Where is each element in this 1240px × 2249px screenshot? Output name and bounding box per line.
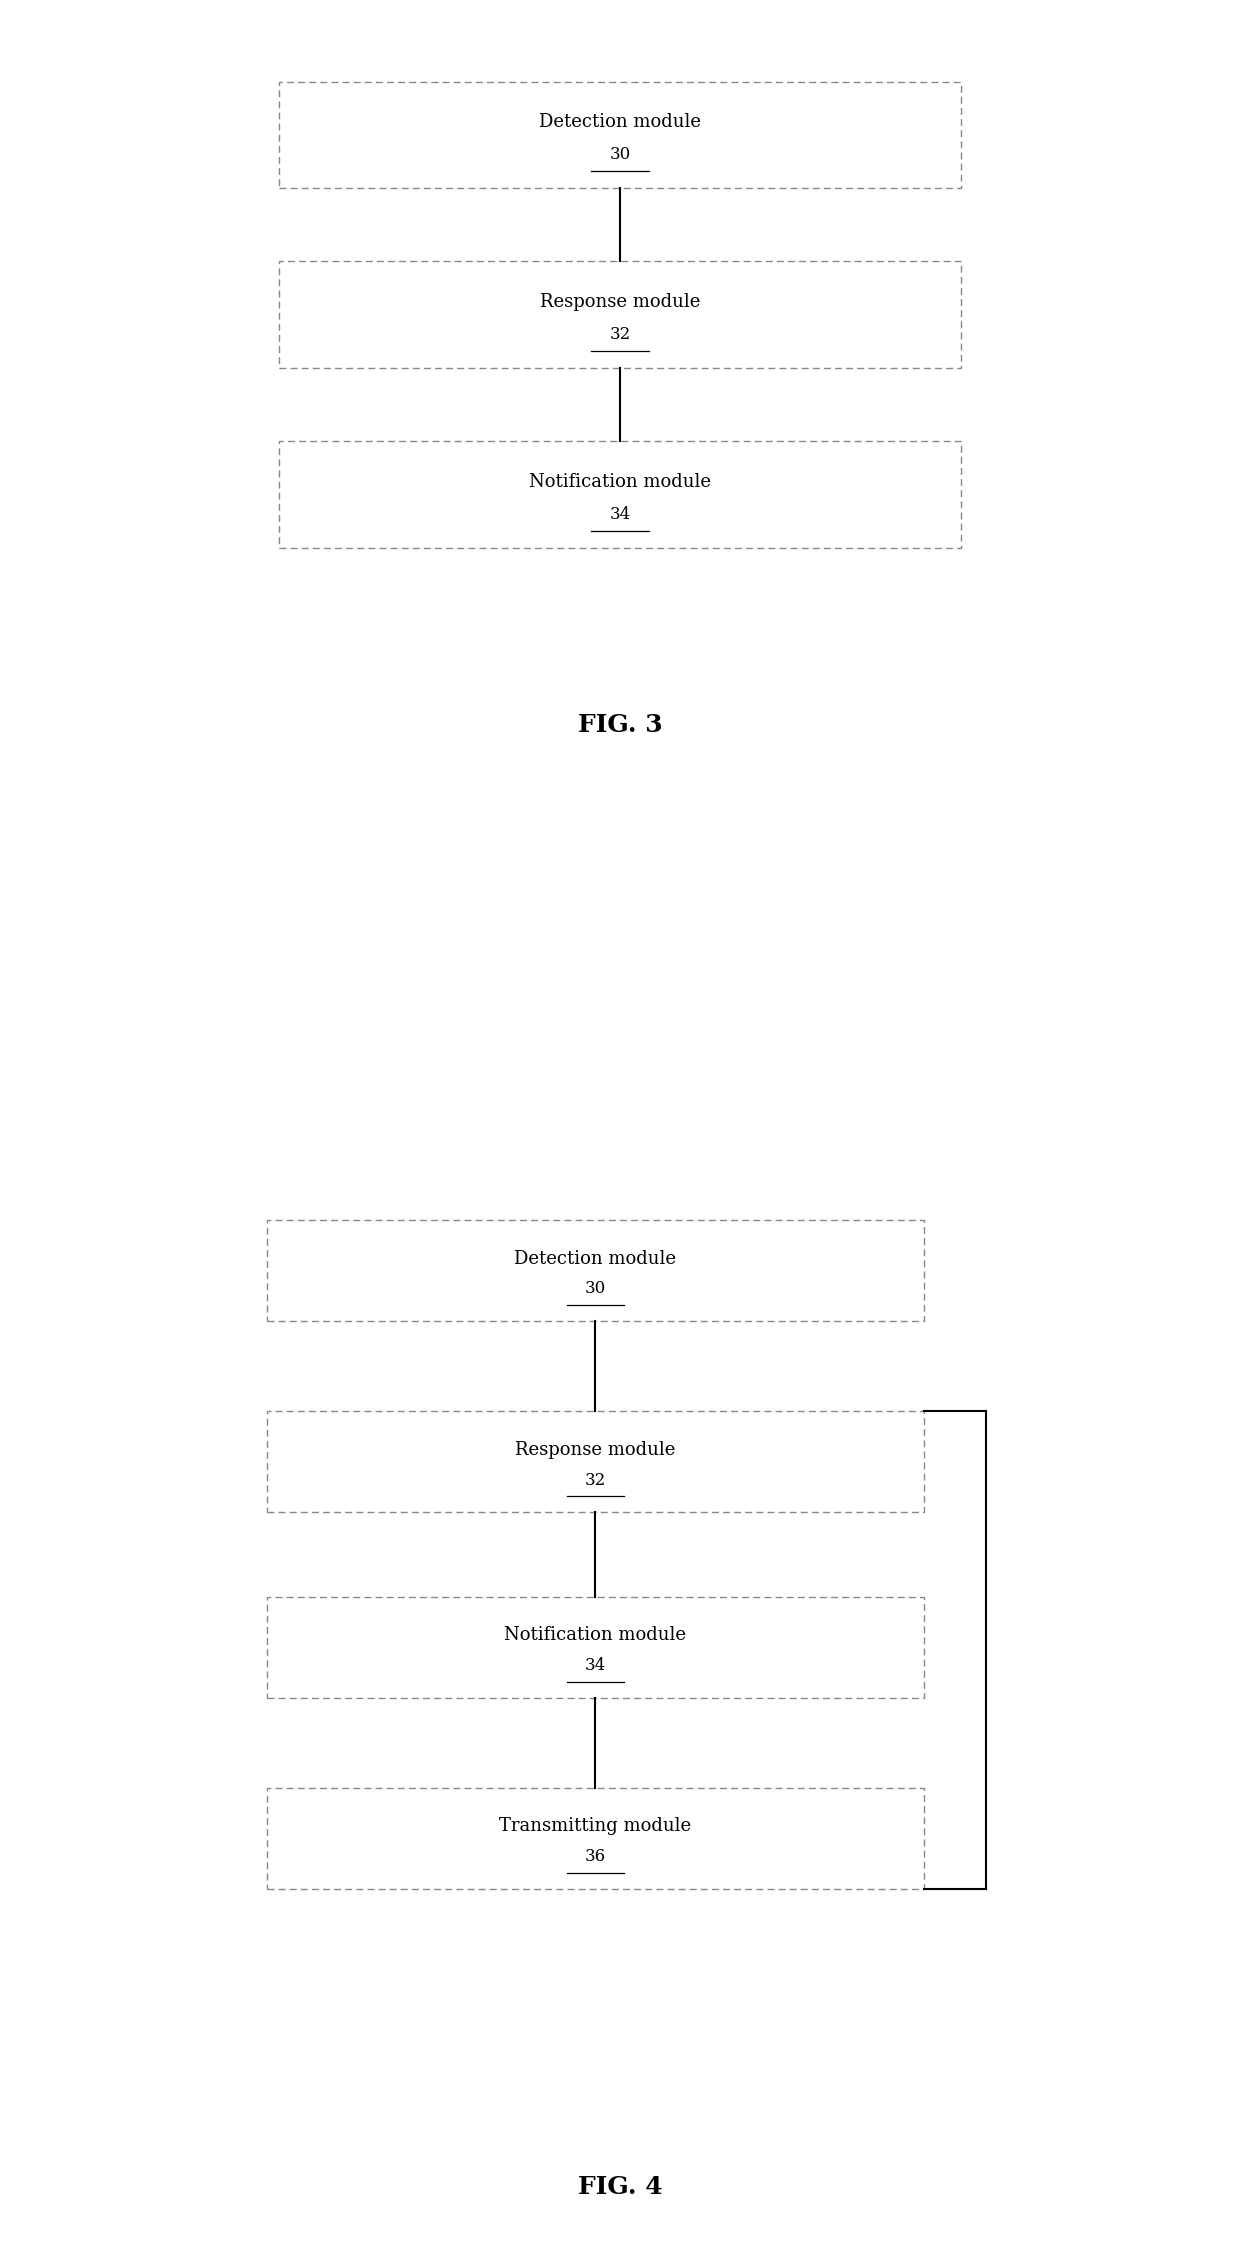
Bar [267,1219,924,1322]
Text: 30: 30 [609,146,631,162]
Text: Response module: Response module [539,292,701,310]
Text: 36: 36 [584,1849,606,1864]
Bar [279,441,961,549]
Bar [279,261,961,369]
Text: 30: 30 [584,1280,606,1298]
Bar [279,81,961,189]
Text: Transmitting module: Transmitting module [500,1817,691,1835]
Text: 32: 32 [609,326,631,342]
Bar [267,1788,924,1889]
Text: FIG. 4: FIG. 4 [578,2175,662,2200]
Text: Notification module: Notification module [505,1626,686,1644]
Bar [267,1597,924,1698]
Text: 32: 32 [584,1471,606,1489]
Text: Detection module: Detection module [539,112,701,130]
Text: 34: 34 [609,506,631,522]
Text: 34: 34 [584,1658,606,1673]
Text: FIG. 3: FIG. 3 [578,713,662,738]
Bar [267,1412,924,1514]
Text: Detection module: Detection module [515,1250,676,1268]
Text: Response module: Response module [515,1442,676,1460]
Text: Notification module: Notification module [529,472,711,490]
